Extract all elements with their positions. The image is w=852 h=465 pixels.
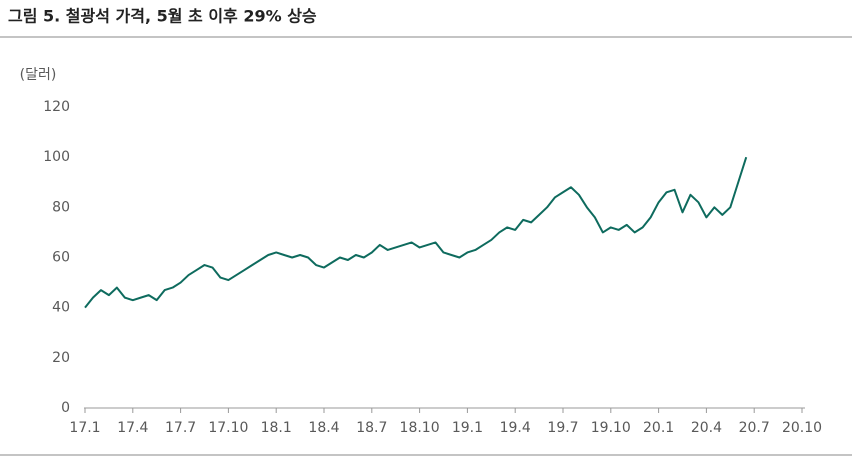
y-tick-label: 100	[43, 149, 70, 165]
x-tick-label: 17.7	[165, 420, 196, 436]
y-tick-label: 0	[61, 400, 70, 416]
chart-title: 그림 5. 철광석 가격, 5월 초 이후 29% 상승	[8, 7, 317, 26]
y-axis-label: (달러)	[20, 67, 57, 83]
x-tick-label: 19.7	[547, 420, 578, 436]
x-tick-label: 19.10	[591, 420, 631, 436]
x-tick-label: 18.1	[261, 420, 292, 436]
x-tick-label: 17.1	[69, 420, 100, 436]
y-tick-label: 60	[52, 250, 70, 266]
y-tick-label: 80	[52, 199, 70, 215]
x-tick-label: 20.4	[691, 420, 722, 436]
price-line	[84, 156, 748, 309]
x-tick-label: 17.4	[117, 420, 148, 436]
x-tick-label: 19.4	[500, 420, 531, 436]
y-tick-label: 20	[52, 350, 70, 366]
x-tick-label: 18.7	[356, 420, 387, 436]
x-tick-label: 20.7	[739, 420, 770, 436]
x-tick-label: 18.10	[400, 420, 440, 436]
x-tick-label: 20.1	[643, 420, 674, 436]
x-tick-label: 18.4	[308, 420, 339, 436]
y-tick-label: 40	[52, 300, 70, 316]
y-tick-label: 120	[43, 99, 70, 115]
x-tick-label: 17.10	[208, 420, 248, 436]
x-tick-label: 19.1	[452, 420, 483, 436]
x-tick-label: 20.10	[782, 420, 822, 436]
